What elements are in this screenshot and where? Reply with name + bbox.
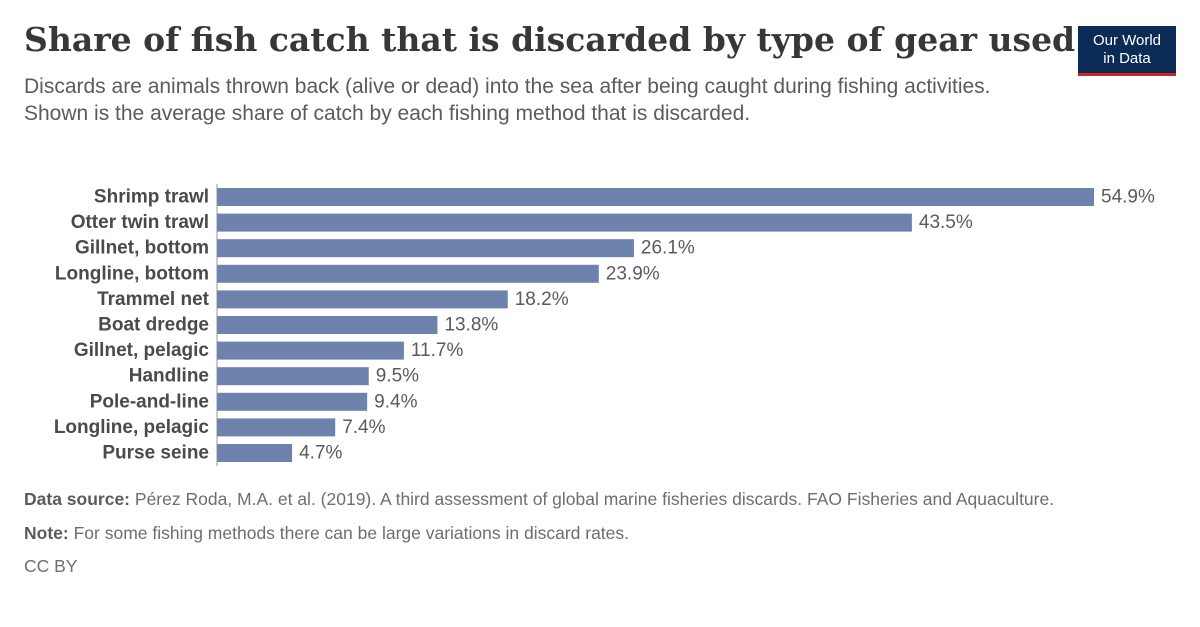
category-label: Otter twin trawl — [71, 212, 209, 233]
category-label: Shrimp trawl — [94, 187, 209, 208]
bar[interactable] — [217, 316, 438, 334]
bar[interactable] — [217, 392, 368, 411]
value-label: 54.9% — [1101, 187, 1155, 208]
note-text: For some fishing methods there can be la… — [73, 522, 630, 543]
category-label: Longline, bottom — [55, 263, 209, 284]
category-label: Purse seine — [102, 443, 209, 464]
logo-line-2: in Data — [1103, 49, 1151, 67]
bar[interactable] — [217, 290, 508, 309]
value-label: 26.1% — [641, 238, 695, 259]
note-label: Note: — [24, 522, 69, 543]
value-label: 11.7% — [411, 340, 464, 361]
bar[interactable] — [217, 264, 599, 283]
bar[interactable] — [217, 418, 336, 437]
license[interactable]: CC BY — [24, 556, 78, 577]
logo-line-1: Our World — [1092, 31, 1162, 49]
bar[interactable] — [217, 239, 634, 258]
value-label: 18.2% — [515, 289, 569, 310]
value-label: 43.5% — [919, 212, 973, 233]
chart-subtitle: Discards are animals thrown back (alive … — [24, 74, 1044, 127]
chart-footer: Data source: Pérez Roda, M.A. et al. (20… — [24, 488, 1174, 589]
bar[interactable] — [217, 444, 293, 462]
bar[interactable] — [217, 188, 1094, 206]
value-label: 23.9% — [606, 263, 660, 284]
bar[interactable] — [217, 367, 369, 386]
category-label: Pole-and-line — [90, 391, 209, 412]
value-label: 13.8% — [444, 315, 498, 336]
bar[interactable] — [217, 213, 912, 232]
data-source-label: Data source: — [24, 489, 131, 509]
category-label: Gillnet, pelagic — [74, 340, 210, 361]
category-label: Gillnet, bottom — [75, 238, 209, 259]
data-source: Data source: Pérez Roda, M.A. et al. (20… — [24, 488, 1174, 512]
subtitle-line-2: Shown is the average share of catch by e… — [24, 101, 751, 125]
chart-title: Share of fish catch that is discarded by… — [24, 20, 1076, 59]
chart-note: Note: For some fishing methods there can… — [24, 522, 1174, 546]
owid-logo[interactable]: Our World in Data — [1078, 26, 1176, 76]
subtitle-line-1: Discards are animals thrown back (alive … — [24, 75, 991, 98]
bar-chart: Shrimp trawl 54.9% Otter twin trawl 43.5% Gi… — [54, 184, 1155, 466]
bar[interactable] — [217, 341, 404, 360]
value-label: 4.7% — [299, 443, 342, 464]
category-label: Handline — [129, 366, 209, 387]
data-source-text: Pérez Roda, M.A. et al. (2019). A third … — [134, 489, 1055, 509]
category-label: Longline, pelagic — [54, 417, 210, 438]
category-label: Trammel net — [97, 289, 210, 310]
value-label: 9.4% — [374, 391, 417, 412]
value-label: 9.5% — [376, 366, 419, 387]
value-label: 7.4% — [342, 417, 385, 438]
category-label: Boat dredge — [98, 315, 209, 336]
